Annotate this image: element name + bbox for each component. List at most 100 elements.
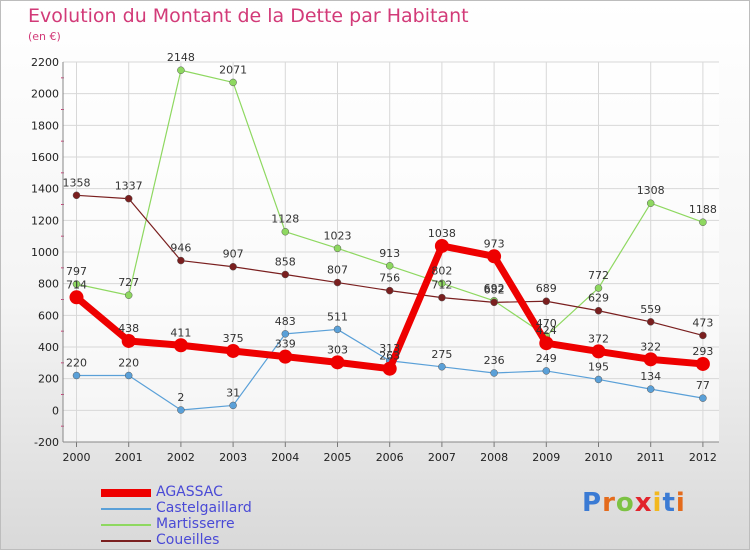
legend-swatch (101, 508, 151, 510)
legend: AGASSAC Castelgaillard Martisserre Coueille… (101, 484, 321, 549)
data-label-agassac: 263 (379, 350, 400, 363)
data-label-martisserre: 797 (66, 265, 87, 278)
data-point-coueilles (72, 191, 81, 200)
logo-letter: i (652, 488, 663, 518)
data-label-coueilles: 682 (484, 283, 505, 296)
data-label-coueilles: 559 (640, 303, 661, 316)
logo-letter: P (582, 488, 603, 518)
y-tick-label: 1200 (31, 214, 59, 227)
data-point-martisserre (594, 284, 603, 292)
logo-letter: x (634, 488, 653, 518)
data-point-coueilles (594, 306, 603, 315)
data-label-coueilles: 689 (536, 282, 557, 295)
y-tick-label: 1400 (31, 183, 59, 196)
data-point-coueilles (229, 262, 237, 271)
data-point-martisserre (177, 66, 185, 74)
x-tick-label: 2009 (532, 451, 560, 464)
data-point-martisserre (385, 262, 394, 270)
data-point-coueilles (699, 331, 707, 340)
data-point-agassac (121, 333, 136, 348)
data-label-castelgaillard: 220 (118, 357, 139, 370)
legend-label: Coueilles (156, 532, 220, 548)
legend-item-agassac: AGASSAC (101, 484, 321, 501)
x-tick-label: 2012 (689, 451, 717, 464)
data-point-castelgaillard (646, 385, 655, 393)
data-label-coueilles: 473 (692, 316, 713, 329)
legend-swatch (101, 488, 151, 498)
data-point-castelgaillard (229, 401, 237, 410)
legend-item-coueilles: Coueilles (101, 532, 321, 549)
data-label-castelgaillard: 31 (226, 386, 240, 399)
data-label-coueilles: 858 (275, 255, 296, 268)
data-point-martisserre (438, 279, 446, 288)
data-point-castelgaillard (177, 406, 185, 414)
data-label-agassac: 372 (588, 332, 609, 345)
data-point-martisserre (281, 227, 290, 236)
legend-label: Castelgaillard (156, 500, 252, 516)
data-label-martisserre: 692 (484, 282, 505, 295)
data-label-castelgaillard: 77 (696, 379, 710, 392)
data-point-agassac (695, 356, 710, 371)
data-point-martisserre (72, 280, 81, 288)
logo-letter: r (602, 488, 616, 518)
legend-swatch (101, 524, 151, 526)
y-tick-label: 400 (38, 341, 59, 354)
legend-item-martisserre: Martisserre (101, 516, 321, 533)
data-point-castelgaillard (699, 394, 707, 402)
data-label-agassac: 1038 (428, 227, 456, 240)
data-label-castelgaillard: 220 (66, 357, 87, 370)
y-tick-label: 2000 (31, 88, 59, 101)
data-point-martisserre (229, 78, 237, 87)
y-tick-label: 1800 (31, 119, 59, 132)
data-point-agassac (173, 338, 188, 353)
logo-letter: o (615, 488, 635, 518)
data-label-castelgaillard: 511 (327, 310, 348, 323)
data-point-coueilles (281, 270, 290, 279)
y-tick-label: 800 (38, 278, 59, 291)
y-tick-label: 2200 (31, 56, 59, 69)
data-point-castelgaillard (72, 371, 81, 380)
data-label-martisserre: 1188 (689, 203, 717, 216)
data-label-agassac: 424 (536, 324, 557, 337)
data-label-martisserre: 2071 (219, 63, 247, 76)
y-tick-label: 1000 (31, 246, 59, 259)
data-point-castelgaillard (333, 325, 342, 334)
data-label-agassac: 293 (692, 345, 713, 358)
legend-label: Martisserre (156, 516, 235, 532)
data-label-castelgaillard: 195 (588, 360, 609, 373)
data-point-castelgaillard (542, 367, 551, 375)
x-tick-label: 2007 (428, 451, 456, 464)
data-label-agassac: 438 (118, 322, 139, 335)
logo-letter: i (675, 488, 686, 518)
x-tick-label: 2006 (376, 451, 404, 464)
data-label-agassac: 303 (327, 343, 348, 356)
x-tick-label: 2002 (167, 451, 195, 464)
data-point-agassac (487, 249, 502, 264)
data-point-martisserre (124, 291, 133, 299)
legend-swatch (101, 540, 151, 542)
data-label-agassac: 375 (223, 332, 244, 345)
data-label-martisserre: 772 (588, 269, 609, 282)
legend-item-castelgaillard: Castelgaillard (101, 500, 321, 517)
data-label-coueilles: 1337 (115, 180, 143, 193)
data-label-coueilles: 712 (431, 279, 452, 292)
x-tick-label: 2010 (585, 451, 613, 464)
data-point-agassac (278, 349, 293, 364)
data-point-agassac (591, 344, 606, 359)
data-point-agassac (643, 352, 658, 367)
data-point-castelgaillard (281, 330, 290, 338)
data-point-coueilles (646, 318, 655, 326)
y-tick-label: 0 (52, 404, 59, 417)
x-tick-label: 2004 (271, 451, 299, 464)
y-tick-label: -200 (34, 436, 59, 449)
x-tick-label: 2003 (219, 451, 247, 464)
data-point-agassac (330, 355, 345, 370)
chart-title: Evolution du Montant de la Dette par Hab… (28, 5, 469, 27)
data-label-martisserre: 2148 (167, 51, 195, 64)
data-label-castelgaillard: 249 (536, 352, 557, 365)
data-point-coueilles (438, 293, 446, 302)
x-tick-label: 2008 (480, 451, 508, 464)
data-label-coueilles: 629 (588, 292, 609, 305)
data-label-martisserre: 913 (379, 247, 400, 260)
